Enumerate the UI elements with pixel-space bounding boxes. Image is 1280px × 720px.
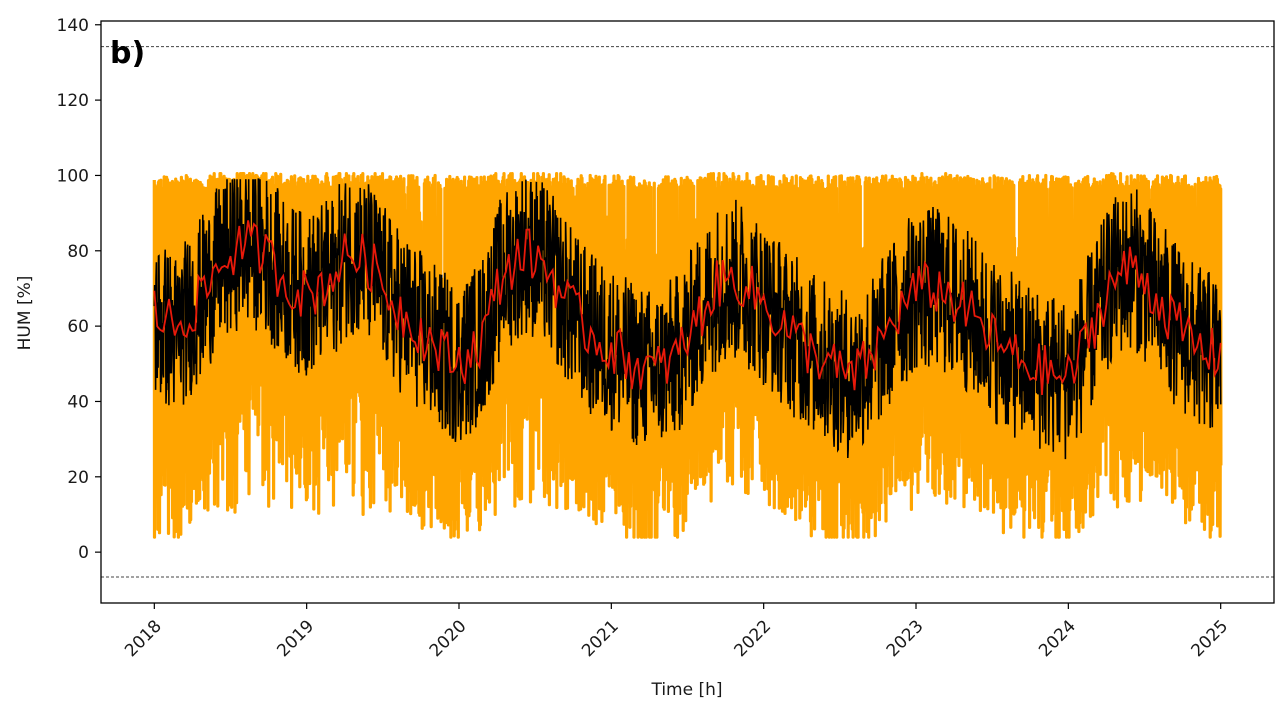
y-tick-label: 0 <box>78 543 89 563</box>
panel-label: b) <box>110 36 145 71</box>
daily-series-line <box>153 178 1222 460</box>
x-tick-label: 2021 <box>578 616 623 661</box>
y-tick-label: 40 <box>67 392 89 412</box>
y-tick-label: 100 <box>57 166 89 186</box>
plot-frame <box>100 20 1275 604</box>
y-tick-label: 60 <box>67 317 89 337</box>
x-axis: 2018 2019 2020 2021 2022 2023 2024 2025 <box>121 603 1232 661</box>
y-tick-label: 20 <box>67 468 89 488</box>
x-tick-label: 2025 <box>1187 616 1232 661</box>
y-axis: 0 20 40 60 80 100 120 140 <box>57 16 101 563</box>
reference-lines <box>101 46 1274 578</box>
x-tick-label: 2018 <box>121 616 166 661</box>
weekly-series-line <box>153 220 1222 395</box>
weekly-series <box>153 220 1222 395</box>
x-tick-label: 2019 <box>273 616 318 661</box>
y-axis-label: HUM [%] <box>15 276 35 351</box>
x-tick-label: 2024 <box>1035 616 1080 661</box>
y-tick-label: 120 <box>57 91 89 111</box>
y-tick-label: 80 <box>67 242 89 262</box>
x-tick-label: 2020 <box>426 616 471 661</box>
x-tick-label: 2023 <box>883 616 928 661</box>
x-axis-label: Time [h] <box>650 680 722 700</box>
x-tick-label: 2022 <box>730 616 775 661</box>
y-tick-label: 140 <box>57 16 89 36</box>
daily-series <box>153 178 1222 460</box>
